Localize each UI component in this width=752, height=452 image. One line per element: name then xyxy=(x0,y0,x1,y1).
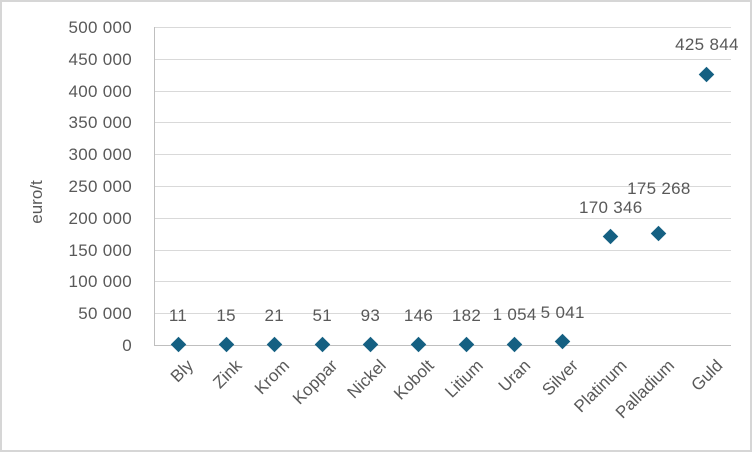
y-axis-tick-label: 50 000 xyxy=(78,304,132,323)
y-gridline xyxy=(154,59,731,60)
data-point-label-kobolt: 146 xyxy=(403,306,434,325)
y-axis-tick-label: 500 000 xyxy=(68,18,132,37)
y-gridline xyxy=(154,91,731,92)
data-point-marker-kobolt xyxy=(410,337,427,353)
y-gridline xyxy=(154,250,731,251)
x-axis-category-label-litium: Litium xyxy=(440,356,487,402)
x-axis-category-label-bly: Bly xyxy=(167,356,198,387)
data-point-marker-bly xyxy=(170,337,186,353)
x-axis-category-label-krom: Krom xyxy=(251,356,294,399)
y-gridline xyxy=(154,218,731,219)
y-axis-tick-label: 250 000 xyxy=(68,177,132,196)
data-point-label-silver: 5 041 xyxy=(540,303,585,322)
data-point-label-koppar: 51 xyxy=(312,306,333,325)
data-point-label-guld: 425 844 xyxy=(675,35,739,54)
y-axis-tick-label: 450 000 xyxy=(68,50,132,69)
y-axis-tick-label: 100 000 xyxy=(68,272,132,291)
y-axis-tick-label: 350 000 xyxy=(68,113,132,132)
x-axis-category-label-guld: Guld xyxy=(687,356,727,395)
data-point-label-litium: 182 xyxy=(451,306,482,325)
data-point-marker-platinum xyxy=(603,228,619,245)
y-gridline xyxy=(154,186,731,187)
data-point-label-uran: 1 054 xyxy=(492,305,537,324)
y-gridline xyxy=(154,313,731,314)
y-axis-tick-label: 400 000 xyxy=(68,82,132,101)
data-point-marker-guld xyxy=(699,66,715,82)
data-point-marker-koppar xyxy=(314,337,331,353)
data-point-marker-zink xyxy=(218,337,234,353)
y-axis-tick-label: 300 000 xyxy=(68,145,132,164)
data-point-marker-silver xyxy=(554,334,571,350)
data-point-label-zink: 15 xyxy=(216,306,236,325)
y-axis-tick-label: 150 000 xyxy=(68,241,132,260)
data-point-marker-palladium xyxy=(651,225,667,242)
data-point-label-palladium: 175 268 xyxy=(627,179,691,198)
data-point-label-krom: 21 xyxy=(264,306,284,325)
y-axis-title: euro/t xyxy=(27,180,46,224)
x-axis-category-label-uran: Uran xyxy=(494,356,535,396)
y-axis-line xyxy=(154,27,155,346)
x-axis-category-label-koppar: Koppar xyxy=(289,356,342,409)
data-point-marker-krom xyxy=(266,337,282,353)
data-point-marker-nickel xyxy=(362,337,379,353)
y-gridline xyxy=(154,281,731,282)
y-axis-tick-label: 0 xyxy=(122,336,132,355)
data-point-marker-uran xyxy=(506,336,523,353)
x-axis-category-label-silver: Silver xyxy=(538,356,583,400)
y-gridline xyxy=(154,122,731,123)
x-axis-line xyxy=(154,345,731,346)
y-gridline xyxy=(154,27,731,28)
data-point-label-platinum: 170 346 xyxy=(579,198,643,217)
x-axis-category-label-kobolt: Kobolt xyxy=(389,356,438,404)
x-axis-category-label-zink: Zink xyxy=(209,356,246,393)
y-axis-tick-label: 200 000 xyxy=(68,209,132,228)
data-point-label-bly: 11 xyxy=(168,306,188,325)
data-point-marker-litium xyxy=(458,337,475,353)
y-gridline xyxy=(154,154,731,155)
x-axis-category-label-nickel: Nickel xyxy=(343,356,390,403)
data-point-label-nickel: 93 xyxy=(360,306,381,325)
